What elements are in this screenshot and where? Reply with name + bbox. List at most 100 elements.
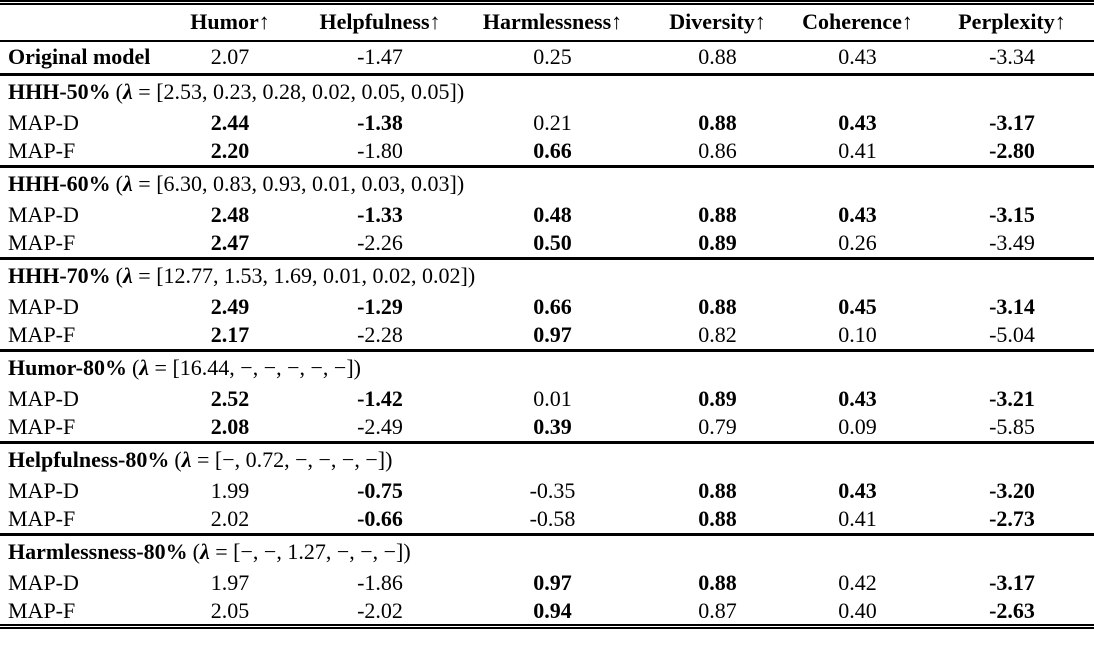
original-model-row: Original model 2.07 -1.47 0.25 0.88 0.43… — [0, 41, 1094, 75]
row-label: Original model — [8, 44, 151, 70]
metric-value-harmlessness: 0.94 — [533, 597, 572, 623]
column-label: Coherence — [802, 9, 902, 35]
metric-value-humor: 2.07 — [210, 44, 250, 70]
column-header-diversity: Diversity↑ — [650, 3, 785, 41]
metric-value-harmlessness: 0.97 — [533, 570, 572, 595]
row-label: MAP-F — [8, 138, 76, 164]
lambda-symbol: λ — [139, 355, 150, 381]
column-header-harmlessness: Harmlessness↑ — [455, 3, 650, 41]
section-header-cell: Helpfulness-80% (λ = [−, 0.72, −, −, −, −… — [0, 443, 1094, 477]
lambda-close-paren: ) — [467, 263, 476, 289]
lambda-open-paren: ( — [131, 355, 140, 381]
metric-value-humor: 1.99 — [210, 478, 250, 503]
metric-value-helpfulness: -2.26 — [357, 230, 403, 256]
metric-value-coherence: 0.42 — [838, 570, 877, 595]
metric-value-helpfulness: -2.49 — [357, 414, 403, 440]
metric-value-harmlessness: 0.97 — [533, 322, 572, 348]
lambda-values: [12.77, 1.53, 1.69, 0.01, 0.02, 0.02] — [156, 263, 468, 289]
method-row: MAP-F 2.05 -2.02 0.94 0.87 0.40 -2.63 — [0, 598, 1094, 627]
metric-value-humor: 2.48 — [210, 202, 250, 227]
lambda-symbol: λ — [123, 79, 133, 105]
lambda-symbol: λ — [181, 447, 192, 473]
metric-value-helpfulness: -0.75 — [357, 478, 403, 503]
metric-value-helpfulness: -1.29 — [357, 294, 403, 319]
table-body: Original model 2.07 -1.47 0.25 0.88 0.43… — [0, 41, 1094, 627]
lambda-close-paren: ) — [385, 447, 393, 473]
metric-value-diversity: 0.86 — [698, 138, 737, 164]
method-row: MAP-D 2.48 -1.33 0.48 0.88 0.43 -3.15 — [0, 201, 1094, 230]
section-header-row: Harmlessness-80% (λ = [−, −, 1.27, −, −, … — [0, 535, 1094, 569]
metric-value-perplexity: -5.85 — [989, 414, 1035, 440]
up-arrow-icon: ↑ — [901, 9, 913, 35]
row-label: MAP-F — [8, 230, 76, 256]
metric-value-humor: 2.44 — [210, 110, 250, 135]
metric-value-coherence: 0.43 — [838, 202, 877, 227]
method-row: MAP-F 2.20 -1.80 0.66 0.86 0.41 -2.80 — [0, 138, 1094, 167]
lambda-close-paren: ) — [403, 539, 411, 565]
row-label: MAP-D — [8, 570, 79, 595]
column-header-perplexity: Perplexity↑ — [930, 3, 1094, 41]
metric-value-diversity: 0.88 — [698, 478, 737, 503]
lambda-values: [−, −, 1.27, −, −, −] — [233, 539, 404, 565]
section-header-cell: HHH-60% (λ = [6.30, 0.83, 0.93, 0.01, 0.0… — [0, 167, 1094, 201]
row-label: MAP-D — [8, 478, 79, 503]
lambda-open-paren: ( — [115, 79, 123, 105]
corner-cell — [0, 3, 155, 41]
lambda-equals: = — [149, 355, 173, 381]
method-row: MAP-D 1.99 -0.75 -0.35 0.88 0.43 -3.20 — [0, 477, 1094, 506]
method-row: MAP-D 1.97 -1.86 0.97 0.88 0.42 -3.17 — [0, 569, 1094, 598]
column-label: Humor — [190, 9, 259, 35]
metric-value-humor: 2.20 — [210, 138, 250, 164]
lambda-open-paren: ( — [115, 171, 123, 197]
metric-value-diversity: 0.88 — [698, 570, 737, 595]
metric-value-perplexity: -3.17 — [989, 570, 1035, 595]
section-header-row: Humor-80% (λ = [16.44, −, −, −, −, −]) — [0, 351, 1094, 385]
metric-value-humor: 2.47 — [210, 230, 250, 256]
metric-value-coherence: 0.10 — [838, 322, 877, 348]
method-row: MAP-D 2.52 -1.42 0.01 0.89 0.43 -3.21 — [0, 385, 1094, 414]
metric-value-perplexity: -3.49 — [989, 230, 1035, 256]
header-row: Humor↑ Helpfulness↑ Harmlessness↑ Divers… — [0, 3, 1094, 41]
lambda-symbol: λ — [199, 539, 210, 565]
metric-value-helpfulness: -1.86 — [357, 570, 403, 595]
lambda-values: [6.30, 0.83, 0.93, 0.01, 0.03, 0.03] — [156, 171, 457, 197]
section-title: HHH-50% — [8, 79, 111, 105]
metric-value-helpfulness: -1.38 — [357, 110, 403, 135]
metric-value-helpfulness: -1.80 — [357, 138, 403, 164]
section-header-row: HHH-70% (λ = [12.77, 1.53, 1.69, 0.01, 0.… — [0, 259, 1094, 293]
lambda-symbol: λ — [123, 171, 133, 197]
metric-value-diversity: 0.88 — [698, 110, 737, 135]
column-label: Perplexity — [958, 9, 1055, 35]
metric-value-diversity: 0.88 — [698, 294, 737, 319]
section-header-cell: Humor-80% (λ = [16.44, −, −, −, −, −]) — [0, 351, 1094, 385]
metric-value-coherence: 0.43 — [838, 110, 877, 135]
lambda-symbol: λ — [123, 263, 133, 289]
metric-value-coherence: 0.43 — [838, 44, 877, 70]
metric-value-perplexity: -3.34 — [989, 44, 1035, 70]
lambda-open-paren: ( — [115, 263, 123, 289]
metric-value-perplexity: -3.21 — [989, 386, 1035, 411]
row-label: MAP-F — [8, 597, 76, 623]
metric-value-humor: 2.05 — [210, 597, 250, 623]
lambda-equals: = — [191, 447, 215, 473]
metric-value-harmlessness: -0.35 — [529, 478, 576, 503]
column-label: Helpfulness — [319, 9, 430, 35]
metric-value-helpfulness: -1.33 — [357, 202, 403, 227]
lambda-close-paren: ) — [353, 355, 361, 381]
metric-value-perplexity: -3.14 — [989, 294, 1035, 319]
metric-value-perplexity: -5.04 — [989, 322, 1035, 348]
metric-value-diversity: 0.89 — [698, 386, 737, 411]
section-header-row: Helpfulness-80% (λ = [−, 0.72, −, −, −, −… — [0, 443, 1094, 477]
section-header-cell: HHH-50% (λ = [2.53, 0.23, 0.28, 0.02, 0.0… — [0, 75, 1094, 109]
method-row: MAP-F 2.08 -2.49 0.39 0.79 0.09 -5.85 — [0, 414, 1094, 443]
metric-value-diversity: 0.87 — [698, 597, 737, 623]
results-table: Humor↑ Helpfulness↑ Harmlessness↑ Divers… — [0, 0, 1094, 629]
metric-value-perplexity: -2.80 — [989, 138, 1035, 164]
row-label: MAP-D — [8, 110, 79, 135]
method-row: MAP-D 2.49 -1.29 0.66 0.88 0.45 -3.14 — [0, 293, 1094, 322]
metric-value-harmlessness: 0.21 — [533, 110, 572, 135]
metric-value-harmlessness: 0.25 — [533, 44, 572, 70]
up-arrow-icon: ↑ — [429, 9, 441, 35]
metric-value-diversity: 0.89 — [698, 230, 737, 256]
metric-value-helpfulness: -2.28 — [357, 322, 403, 348]
